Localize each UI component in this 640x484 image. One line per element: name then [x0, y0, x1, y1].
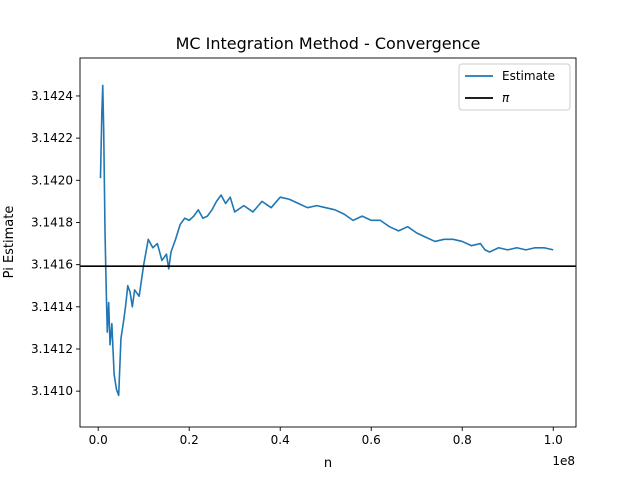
axes-frame [79, 57, 577, 428]
y-tick-label: 3.1420 [31, 173, 73, 187]
y-tick-label: 3.1414 [31, 300, 73, 314]
x-tick-label: 0.0 [89, 433, 108, 447]
y-tick-label: 3.1410 [31, 384, 73, 398]
x-tick-label: 1.0 [544, 433, 563, 447]
x-tick-label: 0.6 [362, 433, 381, 447]
legend-label: π [502, 91, 510, 105]
y-tick-label: 3.1424 [31, 89, 73, 103]
chart-title: MC Integration Method - Convergence [176, 34, 481, 53]
y-tick-label: 3.1416 [31, 258, 73, 272]
x-tick-label: 0.2 [180, 433, 199, 447]
legend: Estimate π [458, 63, 571, 111]
y-tick-label: 3.1418 [31, 215, 73, 229]
y-tick-label: 3.1412 [31, 342, 73, 356]
series-line-estimate [99, 84, 554, 397]
plot-area [80, 84, 576, 397]
legend-label: Estimate [502, 69, 555, 83]
y-tick-label: 3.1422 [31, 131, 73, 145]
axes: 0.0 0.2 0.4 0.6 0.8 1.0 3.1410 3.1412 3.1414 3.14… [31, 57, 577, 447]
y-axis-label: Pi Estimate [2, 206, 17, 279]
x-axis-offset-label: 1e8 [552, 454, 575, 468]
x-tick-label: 0.8 [453, 433, 472, 447]
x-tick-label: 0.4 [271, 433, 290, 447]
x-axis-label: n [324, 456, 332, 471]
